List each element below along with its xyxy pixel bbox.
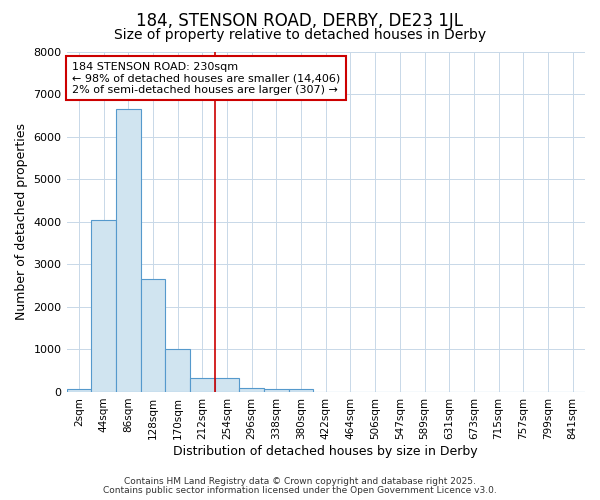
Text: 184 STENSON ROAD: 230sqm
← 98% of detached houses are smaller (14,406)
2% of sem: 184 STENSON ROAD: 230sqm ← 98% of detach… (72, 62, 340, 95)
Bar (91, 220, 116, 392)
Text: Contains public sector information licensed under the Open Government Licence v3: Contains public sector information licen… (103, 486, 497, 495)
Bar (289, 389, 313, 392)
Text: Size of property relative to detached houses in Derby: Size of property relative to detached ho… (114, 28, 486, 42)
Bar (239, 388, 264, 392)
Bar (190, 378, 215, 392)
Text: 184, STENSON ROAD, DERBY, DE23 1JL: 184, STENSON ROAD, DERBY, DE23 1JL (137, 12, 464, 30)
Bar (67, 389, 91, 392)
Bar (215, 378, 239, 392)
Bar (140, 279, 165, 392)
Bar (165, 350, 190, 392)
Text: Contains HM Land Registry data © Crown copyright and database right 2025.: Contains HM Land Registry data © Crown c… (124, 477, 476, 486)
X-axis label: Distribution of detached houses by size in Derby: Distribution of detached houses by size … (173, 444, 478, 458)
Bar (264, 389, 289, 392)
Bar (116, 109, 140, 392)
Y-axis label: Number of detached properties: Number of detached properties (15, 123, 28, 320)
